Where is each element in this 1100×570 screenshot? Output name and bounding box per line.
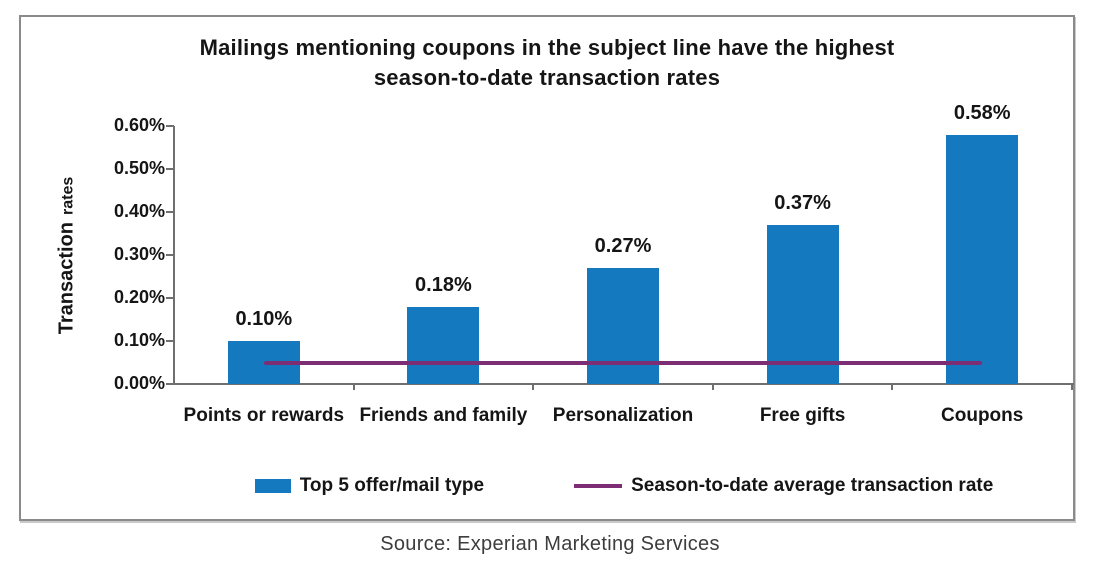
y-tick-mark [166,125,174,127]
bar-3 [587,267,659,384]
y-tick-label: 0.30% [113,244,165,264]
x-tick-mark [352,385,355,390]
average-line [263,360,983,365]
x-tick-mark [711,385,714,390]
y-axis-title-sub: rates [59,176,77,215]
legend-line-swatch-icon [574,484,623,488]
legend-bar-label: Top 5 offer/mail type [299,475,485,496]
bar-data-label: 0.18% [415,273,472,296]
x-category-label: Points or rewards [183,405,345,426]
source-text: Source: Experian Marketing Services [380,533,720,555]
bar-5 [946,134,1019,384]
bar-2 [407,306,480,384]
bar-data-label: 0.37% [774,191,831,214]
legend-line-label: Season-to-date average transaction rate [631,475,994,496]
y-tick-mark [166,297,174,299]
bar-4 [766,224,839,384]
x-tick-mark [891,385,894,390]
x-category-label: Personalization [552,405,694,426]
x-category-label: Coupons [941,405,1024,426]
y-tick-mark [166,211,174,213]
chart-title-line-2: season-to-date transaction rates [373,65,721,90]
y-axis-title-main: Transaction [55,221,78,334]
x-category-label: Free gifts [759,405,846,426]
x-tick-mark [1071,385,1073,390]
y-tick-label: 0.10% [113,330,165,350]
legend-item-line: Season-to-date average transaction rate [574,475,993,497]
legend: Top 5 offer/mail type Season-to-date ave… [174,475,1074,497]
y-tick-label: 0.50% [113,158,165,178]
x-category-label: Friends and family [359,405,528,426]
bar-data-label: 0.10% [235,308,293,330]
y-tick-label: 0.40% [113,201,165,221]
y-tick-mark [166,383,174,385]
bar-data-label: 0.58% [953,101,1011,124]
y-axis-line [173,126,175,385]
y-axis-title: Transaction rates [43,117,91,393]
chart-title-line-1: Mailings mentioning coupons in the subje… [199,35,895,60]
legend-bar-swatch-icon [254,479,291,493]
chart-title: Mailings mentioning coupons in the subje… [81,33,1013,93]
bar-data-label: 0.27% [594,234,652,257]
legend-item-bars: Top 5 offer/mail type [254,475,485,497]
y-tick-mark [166,254,174,256]
chart-frame: Mailings mentioning coupons in the subje… [19,15,1075,521]
x-axis-line [173,383,1074,385]
y-tick-label: 0.20% [113,287,165,307]
y-tick-label: 0.60% [113,115,165,135]
y-tick-mark [166,340,174,342]
x-tick-mark [532,385,535,390]
y-tick-label: 0.00% [113,373,165,393]
y-tick-mark [166,168,174,170]
